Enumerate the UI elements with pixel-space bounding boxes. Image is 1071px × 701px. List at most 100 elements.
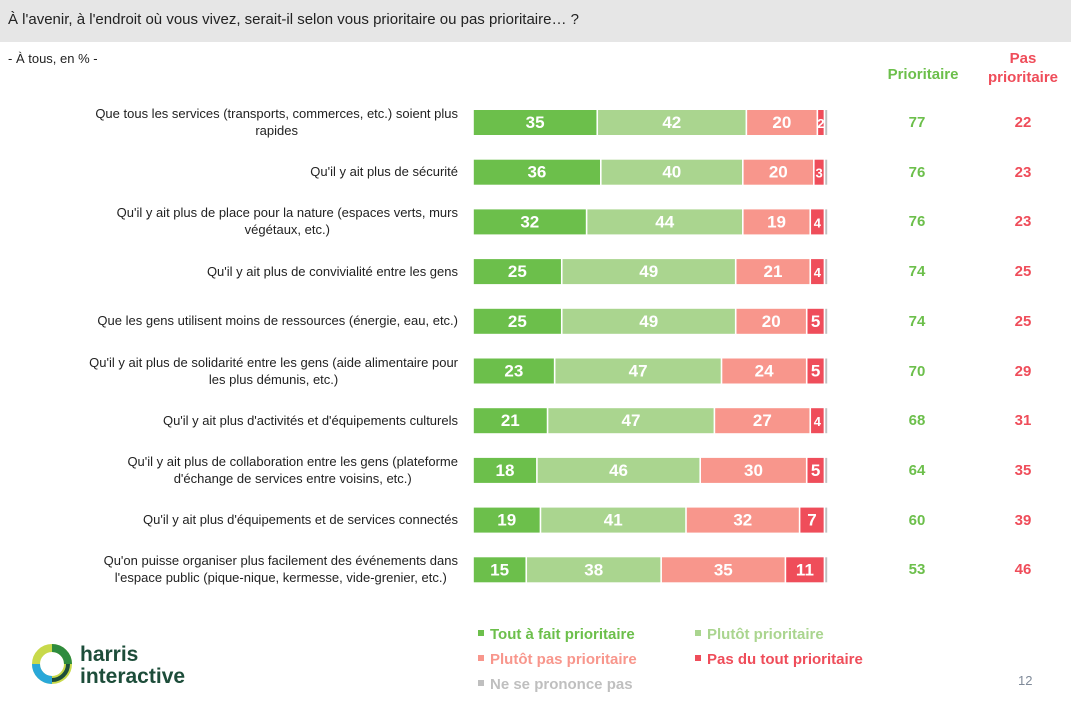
total-pas-prioritaire: 46 xyxy=(1014,561,1032,579)
category-label-line: d'échange de services entre voisins, etc… xyxy=(173,470,412,486)
legend-item-pas-du-tout: Pas du tout prioritaire xyxy=(695,651,863,668)
total-prioritaire: 68 xyxy=(908,412,926,430)
data-label: 5 xyxy=(811,362,820,381)
segment-pas-du-tout xyxy=(807,457,824,483)
legend-item-plutot-pas: Plutôt pas prioritaire xyxy=(478,651,637,668)
total-pas-prioritaire: 35 xyxy=(1014,461,1032,479)
title-bar: À l'avenir, à l'endroit où vous vivez, s… xyxy=(0,0,1071,42)
legend-label: Plutôt pas prioritaire xyxy=(490,651,637,668)
data-label: 46 xyxy=(609,461,628,480)
segment-plutot xyxy=(537,457,700,483)
legend-swatch xyxy=(695,655,701,662)
segment-plutot xyxy=(598,110,746,135)
data-label: 15 xyxy=(490,560,509,579)
data-label: 18 xyxy=(495,461,514,480)
data-label: 41 xyxy=(604,511,623,530)
segment-tout-a-fait xyxy=(473,557,526,583)
legend-label: Ne se prononce pas xyxy=(490,676,633,693)
data-label: 21 xyxy=(501,411,520,430)
segment-plutot-pas xyxy=(715,408,810,434)
column-header-pas-line1: Pas xyxy=(1009,50,1037,67)
total-pas-prioritaire: 25 xyxy=(1014,312,1032,330)
category-label-line: Qu'il y ait plus de place pour la nature… xyxy=(116,205,458,221)
category-label: Qu'il y ait plus de place pour la nature… xyxy=(10,201,458,241)
category-label-line: Qu'il y ait plus de solidarité entre les… xyxy=(89,354,458,370)
data-label: 47 xyxy=(629,362,648,381)
category-label: Qu'il y ait plus de convivialité entre l… xyxy=(10,251,458,291)
segment-pas-du-tout xyxy=(786,557,824,583)
column-header-pas-line2: prioritaire xyxy=(987,69,1059,86)
segment-tout-a-fait xyxy=(473,209,586,235)
data-label: 21 xyxy=(764,262,783,281)
legend-swatch xyxy=(478,630,484,637)
category-label-line: l'espace public (pique-nique, kermesse, … xyxy=(114,570,447,586)
total-prioritaire: 77 xyxy=(908,114,926,131)
total-prioritaire: 70 xyxy=(908,362,926,380)
segment-plutot-pas xyxy=(661,557,785,583)
category-label: Qu'on puisse organiser plus facilement d… xyxy=(10,549,458,589)
category-label-text: Qu'il y ait plus de place pour la nature… xyxy=(117,204,458,238)
total-pas-prioritaire: 22 xyxy=(1014,114,1032,131)
chart-title: À l'avenir, à l'endroit où vous vivez, s… xyxy=(8,11,579,28)
data-label: 2 xyxy=(817,116,824,131)
column-header-prioritaire: Prioritaire xyxy=(887,66,959,83)
data-label: 3 xyxy=(816,166,823,181)
legend-swatch xyxy=(478,655,484,662)
data-label: 4 xyxy=(814,414,822,429)
total-pas-prioritaire: 29 xyxy=(1014,362,1032,380)
data-label: 49 xyxy=(639,262,658,281)
segment-pas-du-tout xyxy=(814,159,824,185)
data-label: 23 xyxy=(504,362,523,381)
category-label-line: Qu'il y ait plus de convivialité entre l… xyxy=(206,263,458,279)
category-label-line: Que les gens utilisent moins de ressourc… xyxy=(97,313,458,329)
category-label: Que tous les services (transports, comme… xyxy=(10,102,458,142)
legend-label: Plutôt prioritaire xyxy=(707,626,824,643)
segment-tout-a-fait xyxy=(473,110,597,135)
category-label-text: Que les gens utilisent moins de ressourc… xyxy=(97,312,458,329)
category-label-text: Qu'on puisse organiser plus facilement d… xyxy=(104,552,458,586)
legend-item-nsp: Ne se prononce pas xyxy=(478,676,633,693)
legend-swatch xyxy=(478,680,484,687)
segment-plutot-pas xyxy=(736,259,810,285)
data-label: 5 xyxy=(811,461,820,480)
segment-plutot-pas xyxy=(736,308,806,334)
data-label: 36 xyxy=(527,163,546,182)
total-prioritaire: 76 xyxy=(908,163,926,181)
data-label: 19 xyxy=(497,511,516,530)
harris-logo-text: harris interactive xyxy=(80,644,185,688)
legend-item-tout-a-fait: Tout à fait prioritaire xyxy=(478,626,635,643)
total-prioritaire: 76 xyxy=(908,213,926,231)
segment-pas-du-tout xyxy=(811,259,824,285)
category-label-text: Qu'il y ait plus de sécurité xyxy=(310,163,458,180)
category-label-line: Qu'il y ait plus d'équipements et de ser… xyxy=(143,512,458,528)
category-label-text: Qu'il y ait plus de collaboration entre … xyxy=(127,453,458,487)
segment-pas-du-tout xyxy=(811,408,824,434)
segment-plutot xyxy=(555,358,721,384)
data-label: 5 xyxy=(811,312,820,331)
total-prioritaire: 64 xyxy=(908,461,926,479)
segment-plutot-pas xyxy=(686,507,799,533)
data-label: 4 xyxy=(814,215,822,230)
data-label: 30 xyxy=(744,461,763,480)
data-label: 32 xyxy=(733,511,752,530)
data-label: 49 xyxy=(639,312,658,331)
segment-plutot xyxy=(562,308,735,334)
segment-tout-a-fait xyxy=(473,457,537,483)
segment-plutot xyxy=(541,507,686,533)
total-prioritaire: 74 xyxy=(908,312,926,330)
total-pas-prioritaire: 23 xyxy=(1014,163,1032,181)
chart-subtitle: - À tous, en % - xyxy=(8,51,98,66)
harris-logo-icon xyxy=(30,642,74,691)
segment-plutot-pas xyxy=(743,209,810,235)
segment-plutot xyxy=(548,408,714,434)
segment-tout-a-fait xyxy=(473,259,561,285)
total-pas-prioritaire: 31 xyxy=(1014,412,1032,430)
segment-tout-a-fait xyxy=(473,408,547,434)
total-pas-prioritaire: 39 xyxy=(1014,511,1032,529)
data-label: 40 xyxy=(662,163,681,182)
category-label-text: Qu'il y ait plus de convivialité entre l… xyxy=(207,263,458,280)
segment-tout-a-fait xyxy=(473,507,540,533)
segment-tout-a-fait xyxy=(473,159,600,185)
segment-nsp xyxy=(825,457,828,483)
